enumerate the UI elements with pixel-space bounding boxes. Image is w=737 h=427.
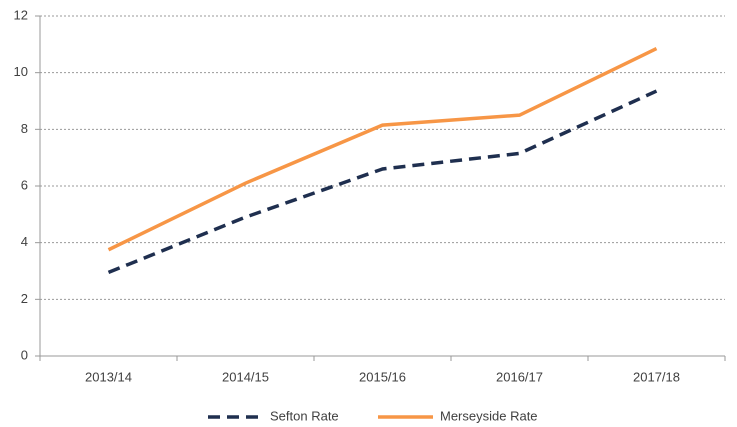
legend-label: Merseyside Rate xyxy=(440,408,538,423)
x-tick-label: 2015/16 xyxy=(359,369,406,384)
x-tick-label: 2017/18 xyxy=(633,369,680,384)
x-tick-label: 2016/17 xyxy=(496,369,543,384)
y-tick-label: 2 xyxy=(21,291,28,306)
y-tick-label: 0 xyxy=(21,347,28,362)
series-line xyxy=(107,89,658,275)
x-tick-label: 2014/15 xyxy=(222,369,269,384)
series-line xyxy=(107,47,658,252)
legend-label: Sefton Rate xyxy=(270,408,339,423)
y-tick-label: 4 xyxy=(21,234,28,249)
y-tick-label: 8 xyxy=(21,121,28,136)
y-tick-label: 10 xyxy=(14,64,28,79)
y-tick-label: 12 xyxy=(14,7,28,22)
y-tick-label: 6 xyxy=(21,177,28,192)
x-tick-label: 2013/14 xyxy=(85,369,132,384)
